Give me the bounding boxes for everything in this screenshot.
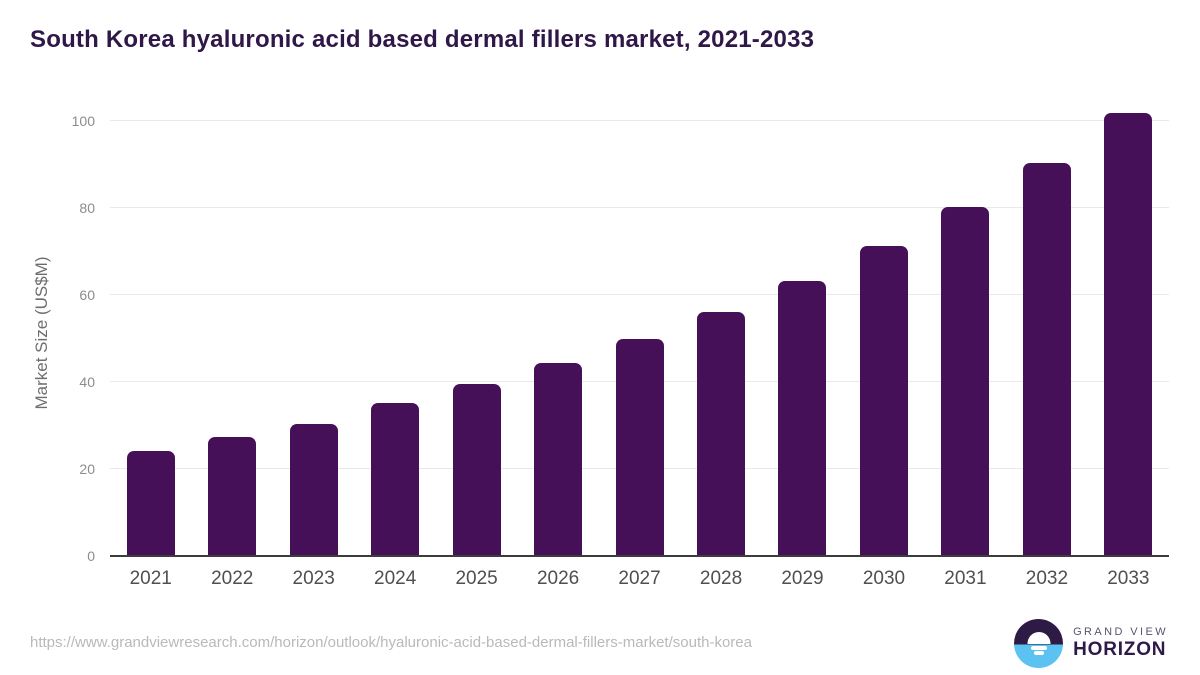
plot-area: 0 20 40 60 80 100 <box>72 110 1169 563</box>
gridline-80 <box>110 206 1169 208</box>
sunrise-reflection-line-icon <box>1030 645 1047 650</box>
y-tick-label-20: 20 <box>79 460 95 477</box>
bar-slot-2028 <box>680 110 761 556</box>
bar-slot-2021 <box>110 110 191 556</box>
y-tick-label-100: 100 <box>71 112 95 129</box>
gridline-100 <box>110 119 1169 121</box>
bar-2021 <box>126 450 175 556</box>
y-tick-label-80: 80 <box>79 199 95 216</box>
x-tick-label-2027: 2027 <box>618 568 661 589</box>
sunrise-reflection-line-icon <box>1033 651 1044 655</box>
logo-text-horizon: HORIZON <box>1073 638 1167 660</box>
x-tick-label-2025: 2025 <box>455 568 498 589</box>
x-tick-label-2031: 2031 <box>944 568 987 589</box>
bar-2023 <box>289 423 338 556</box>
bar-slot-2031 <box>925 110 1006 556</box>
x-tick-label-2024: 2024 <box>374 568 417 589</box>
bar-slot-2029 <box>762 110 843 556</box>
logo-text-grand-view: GRAND VIEW <box>1073 626 1168 639</box>
y-axis-title: Market Size (US$M) <box>32 256 51 410</box>
bar-slot-2027 <box>599 110 680 556</box>
y-tick-label-0: 0 <box>87 548 95 564</box>
bar-slot-2032 <box>1006 110 1087 556</box>
y-tick-label-40: 40 <box>79 373 95 390</box>
logo-text: GRAND VIEW HORIZON <box>1073 626 1168 660</box>
bar-2030 <box>859 245 908 556</box>
x-tick-label-2029: 2029 <box>781 568 824 589</box>
x-tick-label-2030: 2030 <box>862 568 906 589</box>
sunrise-dome-icon <box>1027 632 1051 645</box>
x-tick-label-2032: 2032 <box>1025 568 1069 589</box>
bar-2028 <box>697 311 746 556</box>
x-tick-label-2023: 2023 <box>292 568 335 589</box>
bar-slot-2030 <box>843 110 924 556</box>
x-tick-label-2026: 2026 <box>536 568 580 589</box>
bar-2031 <box>941 207 990 556</box>
bar-2024 <box>371 403 420 556</box>
x-axis-labels: 2021 2022 2023 2024 2025 2026 2027 2028 2029 2030… <box>110 568 1169 590</box>
bars-layer <box>110 110 1169 556</box>
brand-logo: GRAND VIEW HORIZON <box>1014 619 1168 668</box>
x-tick-label-2028: 2028 <box>699 568 743 589</box>
bar-slot-2022 <box>191 110 272 556</box>
bar-2033 <box>1104 112 1153 556</box>
bar-slot-2026 <box>517 110 598 556</box>
x-tick-label-2021: 2021 <box>129 568 172 589</box>
bar-2026 <box>534 363 583 556</box>
bar-slot-2023 <box>273 110 354 556</box>
bar-2032 <box>1022 163 1071 556</box>
x-axis-line <box>110 555 1169 557</box>
grand-view-horizon-logo-icon <box>1014 619 1064 668</box>
bar-2025 <box>452 384 501 556</box>
bar-slot-2025 <box>436 110 517 556</box>
y-tick-label-60: 60 <box>79 286 95 303</box>
x-tick-label-2033: 2033 <box>1107 568 1150 589</box>
source-url: https://www.grandviewresearch.com/horizo… <box>30 634 752 651</box>
gridline-60 <box>110 293 1169 295</box>
bar-2022 <box>208 437 257 556</box>
bar-2029 <box>778 281 827 556</box>
bar-slot-2024 <box>354 110 435 556</box>
chart-title: South Korea hyaluronic acid based dermal… <box>30 26 815 53</box>
bar-2027 <box>615 338 664 556</box>
bar-slot-2033 <box>1088 110 1169 556</box>
x-tick-label-2022: 2022 <box>211 568 254 589</box>
